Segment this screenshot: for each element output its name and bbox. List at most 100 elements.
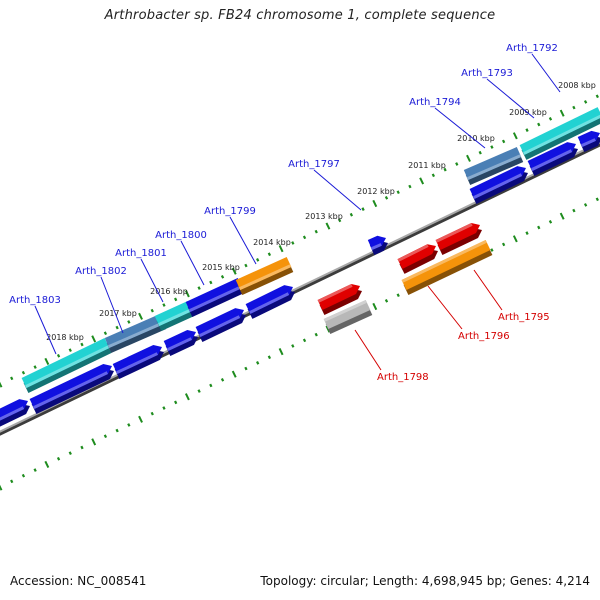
outer-minor-tick xyxy=(501,139,506,144)
outer-major-tick xyxy=(466,154,471,162)
label-leader-line xyxy=(34,305,57,355)
gene-blue-d xyxy=(163,330,198,356)
outer-minor-tick xyxy=(583,100,588,104)
outer-major-tick xyxy=(91,335,97,343)
outer-minor-tick xyxy=(21,370,26,375)
outer-minor-tick xyxy=(478,150,482,155)
outer-minor-tick xyxy=(338,218,342,223)
gene-arth-1796-block xyxy=(401,240,493,295)
inner-minor-tick xyxy=(548,220,553,224)
outer-minor-tick xyxy=(80,342,84,347)
inner-major-tick xyxy=(44,460,50,469)
kbp-scale-label: 2016 kbp xyxy=(150,287,188,296)
gene-arth-1794-block xyxy=(463,147,524,185)
kbp-scale-label: 2008 kbp xyxy=(558,81,596,90)
inner-minor-tick xyxy=(103,434,108,439)
gene-blue-b xyxy=(29,364,115,414)
gene-arth-1793-block xyxy=(519,107,600,160)
gene-arth-1799-block xyxy=(235,257,294,295)
inner-minor-tick xyxy=(314,332,318,337)
outer-minor-tick xyxy=(443,167,447,172)
outer-minor-tick xyxy=(572,105,576,110)
inner-major-tick xyxy=(278,348,284,356)
outer-minor-tick xyxy=(220,274,225,279)
inner-major-tick xyxy=(138,415,143,423)
outer-minor-tick xyxy=(525,128,529,132)
label-leader-line xyxy=(531,53,561,93)
inner-major-tick xyxy=(559,212,565,220)
outer-minor-tick xyxy=(361,207,365,211)
inner-major-tick xyxy=(231,370,237,378)
inner-minor-tick xyxy=(384,299,389,303)
outer-major-tick xyxy=(278,245,284,253)
gene-arth-1797-block xyxy=(367,235,388,255)
inner-minor-tick xyxy=(302,338,307,343)
outer-minor-tick xyxy=(302,235,307,240)
outer-minor-tick xyxy=(384,196,389,200)
gene-blue-f xyxy=(245,285,295,319)
inner-minor-tick xyxy=(572,208,576,213)
kbp-scale-label: 2013 kbp xyxy=(305,212,343,221)
outer-minor-tick xyxy=(103,331,108,336)
forward-gene-label: Arth_1799 xyxy=(204,206,256,217)
label-leader-line xyxy=(434,107,486,149)
outer-minor-tick xyxy=(209,280,213,285)
inner-major-tick xyxy=(512,235,518,243)
outer-minor-tick xyxy=(10,376,14,381)
reverse-gene-label: Arth_1796 xyxy=(458,331,510,342)
inner-minor-tick xyxy=(244,366,248,371)
inner-minor-tick xyxy=(256,361,260,365)
outer-minor-tick xyxy=(115,325,119,330)
accession-label: Accession: NC_008541 xyxy=(10,574,147,588)
outer-minor-tick xyxy=(174,297,178,302)
inner-minor-tick xyxy=(162,406,166,410)
kbp-scale-label: 2011 kbp xyxy=(408,161,446,170)
outer-minor-tick xyxy=(150,308,154,313)
inner-minor-tick xyxy=(197,389,201,393)
label-leader-line xyxy=(313,169,362,211)
outer-minor-tick xyxy=(256,258,260,262)
kbp-scale-label: 2010 kbp xyxy=(457,134,495,143)
outer-minor-tick xyxy=(56,353,61,358)
gene-arth-1802-block xyxy=(104,314,167,353)
gene-blue-e xyxy=(195,308,246,342)
gene-blue-i xyxy=(577,130,600,152)
label-leader-line xyxy=(354,329,382,371)
topology-label: Topology: circular; Length: 4,698,945 bp… xyxy=(260,574,590,588)
reverse-gene-label: Arth_1795 xyxy=(498,312,550,323)
outer-minor-tick xyxy=(548,117,553,121)
outer-minor-tick xyxy=(408,184,412,189)
inner-minor-tick xyxy=(21,473,26,478)
inner-minor-tick xyxy=(68,451,72,455)
gene-red-a xyxy=(317,284,362,315)
outer-minor-tick xyxy=(595,94,599,99)
gene-arth-1798-block xyxy=(323,300,373,334)
inner-minor-tick xyxy=(150,411,154,416)
forward-gene-label: Arth_1794 xyxy=(409,97,461,108)
gene-red-c xyxy=(435,223,482,255)
inner-minor-tick xyxy=(525,231,529,235)
inner-minor-tick xyxy=(115,428,119,433)
outer-minor-tick xyxy=(455,162,459,166)
kbp-scale-label: 2017 kbp xyxy=(99,309,137,318)
forward-gene-label: Arth_1802 xyxy=(75,266,127,277)
forward-gene-label: Arth_1792 xyxy=(506,43,558,54)
gene-arth-1803-block xyxy=(21,338,112,393)
inner-minor-tick xyxy=(174,400,178,405)
outer-major-tick xyxy=(44,357,50,366)
gene-blue-g xyxy=(469,166,528,204)
inner-minor-tick xyxy=(209,383,213,388)
inner-minor-tick xyxy=(396,293,400,298)
outer-major-tick xyxy=(512,132,518,140)
label-leader-line xyxy=(100,276,124,334)
gene-blue-c xyxy=(112,345,164,379)
outer-major-tick xyxy=(138,312,143,320)
outer-minor-tick xyxy=(490,145,494,149)
outer-major-tick xyxy=(559,109,565,117)
reverse-gene-label: Arth_1798 xyxy=(377,372,429,383)
outer-major-tick xyxy=(372,199,378,208)
inner-major-tick xyxy=(0,484,3,491)
outer-minor-tick xyxy=(431,173,435,178)
inner-minor-tick xyxy=(501,242,506,247)
